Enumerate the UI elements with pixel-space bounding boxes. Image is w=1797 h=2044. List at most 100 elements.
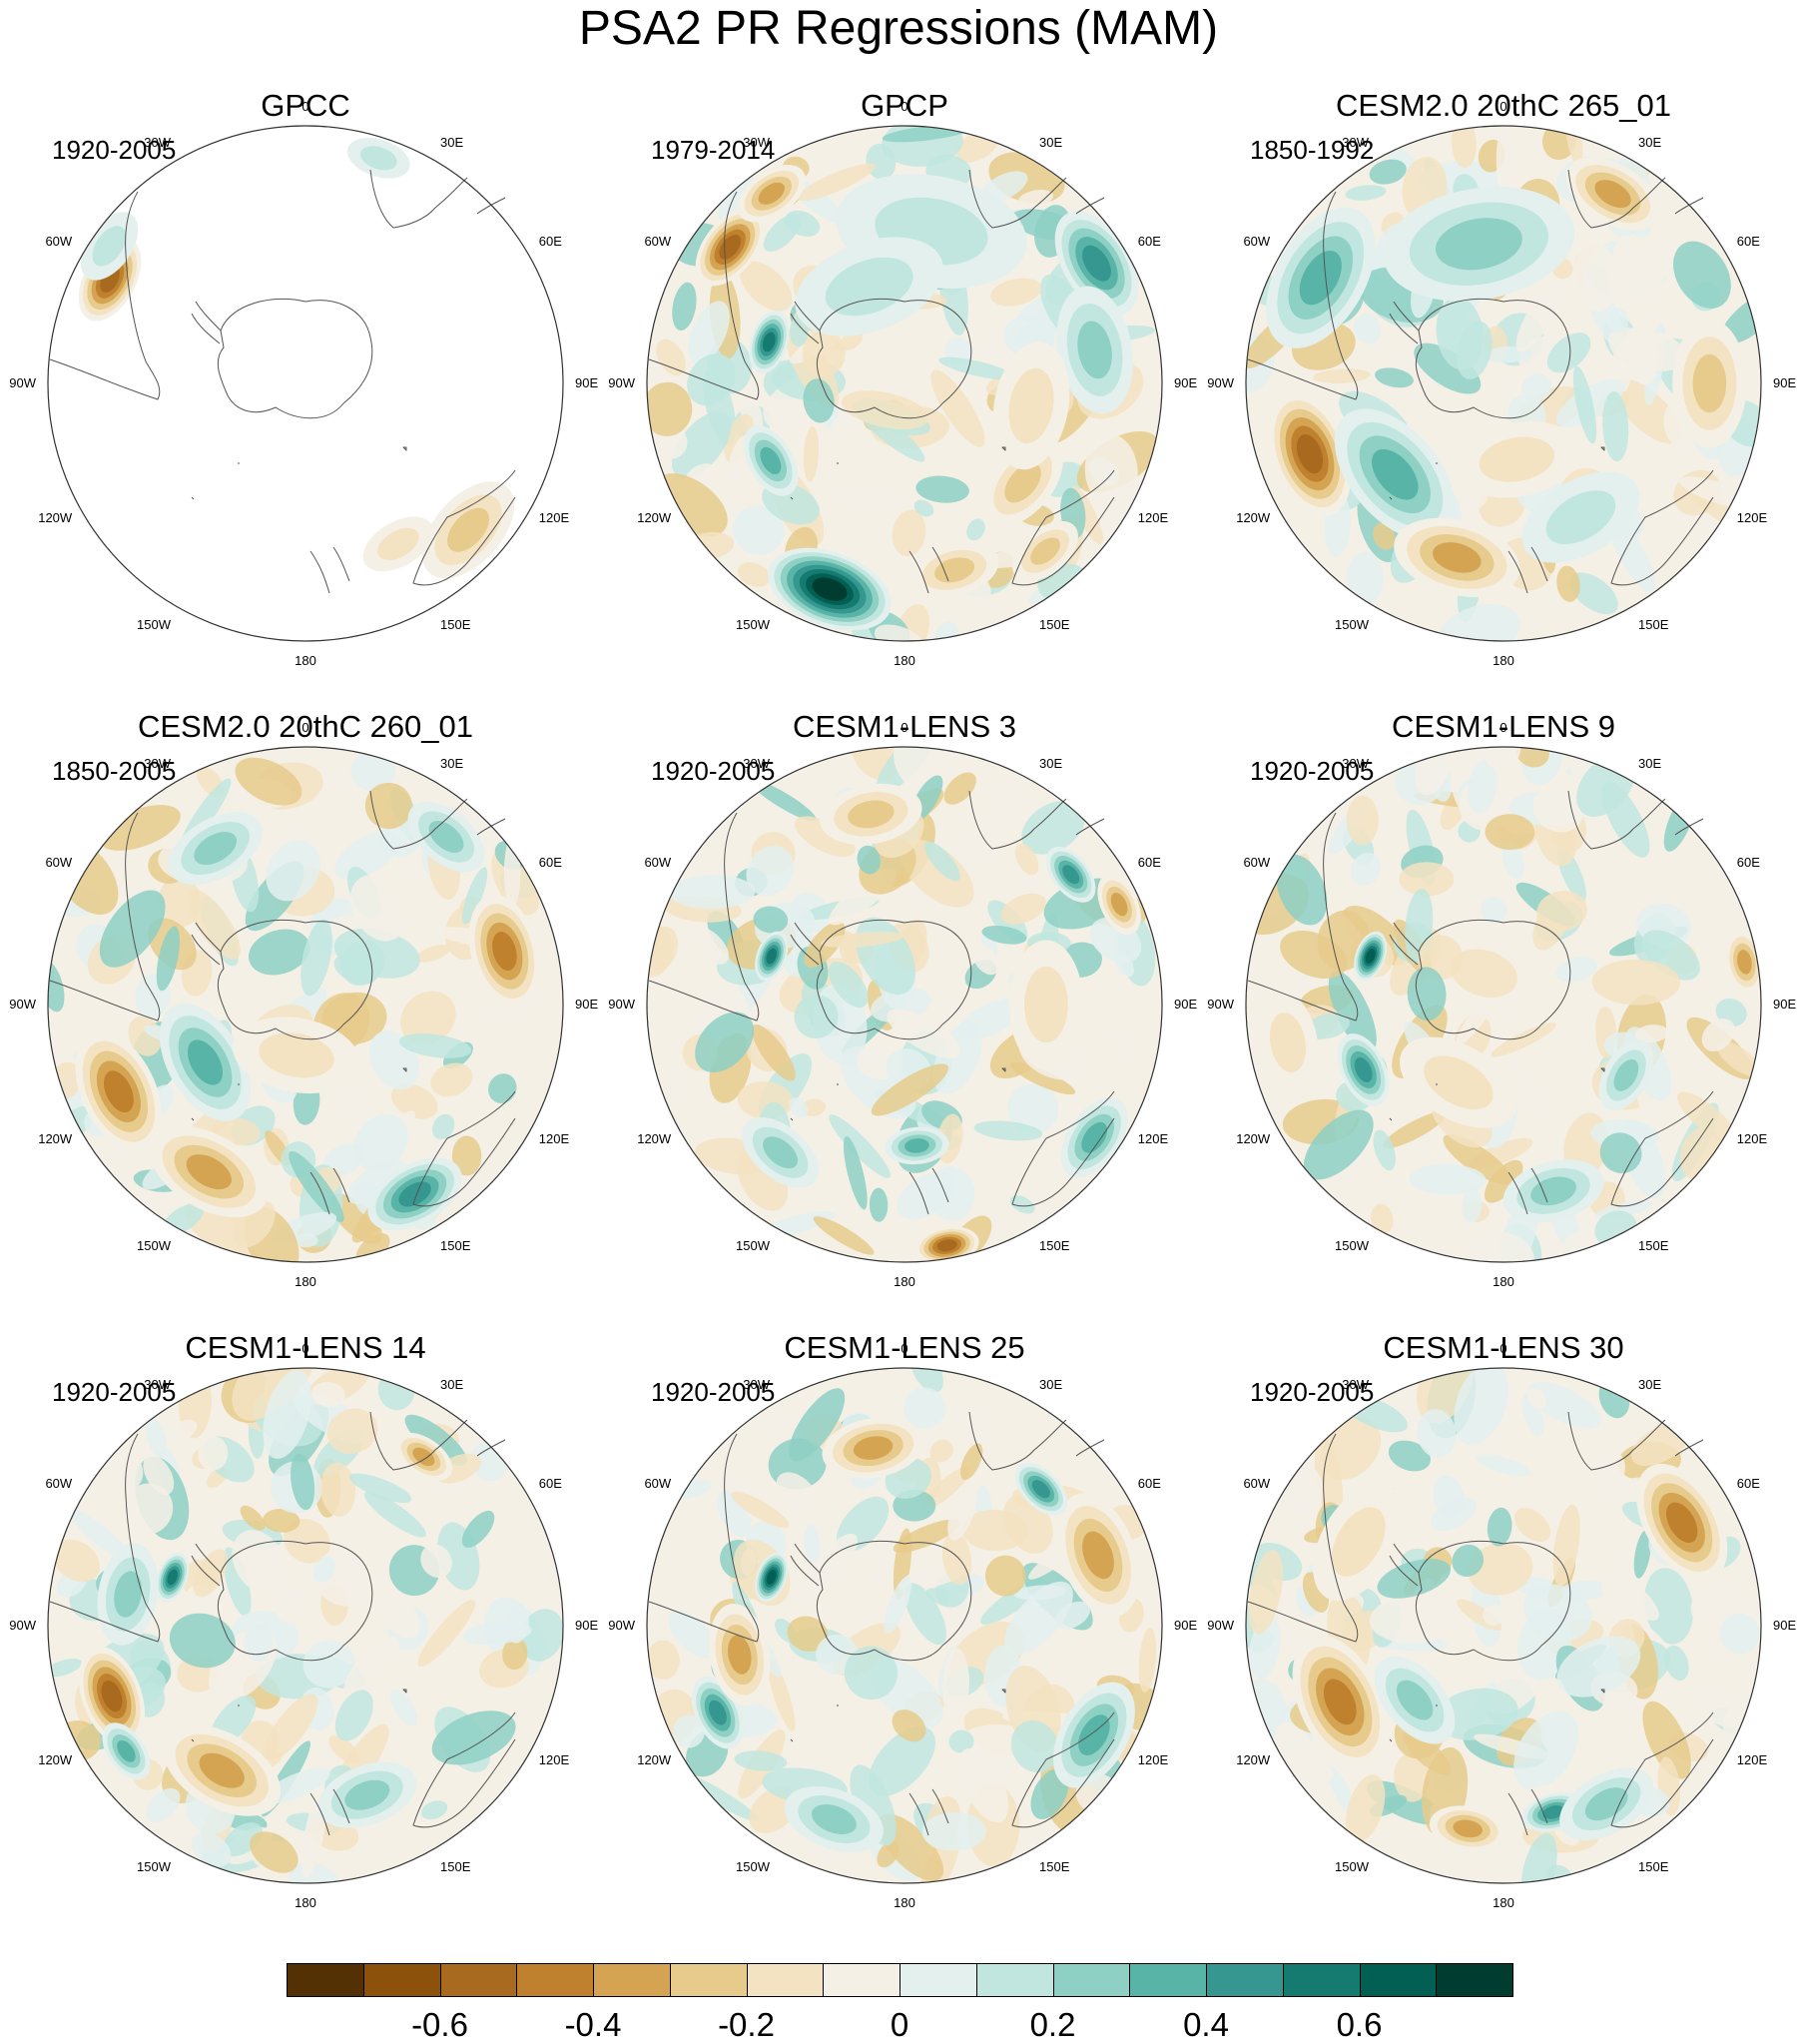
longitude-label: 30E [440,135,463,150]
field-patch [99,890,166,968]
longitude-label: 60E [1737,234,1760,249]
field-patch [1030,1768,1069,1820]
field-patch [169,1613,236,1669]
field-patch [981,925,1027,945]
longitude-label: 90W [9,997,36,1012]
field-patch [915,475,969,503]
field-patch [1690,1683,1753,1729]
map-panel: CESM1-LENS 3 0 30E 60E 90E 120E 150E 180 150W 120… [605,707,1204,1326]
anomaly-contour [1424,1055,1494,1110]
australia-coastline [1011,1711,1115,1828]
longitude-label: 150W [137,1859,172,1874]
map-boundary [47,1367,564,1884]
anomaly-contour [1435,218,1522,271]
longitude-label: 0 [1499,1341,1506,1356]
anomaly-contour [187,1039,224,1085]
anomaly-contour [1031,1480,1050,1499]
panel-years: 1920-2005 [52,1377,177,1407]
field-patch [1483,1604,1504,1626]
field-layer [48,1368,563,1883]
longitude-label: 60W [45,855,72,870]
field-patch [930,369,985,447]
sub-antarctic-island [191,1689,407,1742]
anomaly-contour [1453,1819,1483,1838]
longitude-label: 90E [575,997,598,1012]
anomaly-contour [101,1680,123,1712]
field-layer [647,126,1162,641]
antarctic-peninsula-coastline [1389,922,1420,966]
map-boundary [646,125,1163,642]
colorbar-tick-label: 0.4 [1183,2006,1229,2043]
field-patch [389,1689,418,1726]
field-patch [871,1063,949,1116]
polar-map: 0 30E 60E 90E 120E 150E 180 150W 120W 90W 60W 30W [1207,1341,1796,1910]
field-patch [1716,1040,1761,1077]
longitude-label: 120W [1236,510,1271,525]
australia-coastline [412,1090,516,1207]
longitude-label: 180 [1493,1274,1514,1289]
field-patch [506,1603,529,1644]
colorbar-swatch [746,1963,825,1997]
field-patch [1007,1083,1059,1133]
anomaly-contour [758,182,785,205]
longitude-label: 30W [144,135,171,150]
field-patch [929,1439,953,1463]
longitude-label: 0 [900,99,907,114]
field-patch [1591,959,1681,1006]
anomaly-contour [259,1032,334,1078]
field-patch [1468,1542,1533,1596]
field-patch [1509,1783,1573,1804]
field-patch [1345,185,1387,201]
anomaly-contour [1736,950,1752,975]
field-patch [789,1388,846,1462]
sub-antarctic-island [1389,1067,1605,1121]
antarctica-coastline [217,919,373,1040]
africa-coastline [1567,169,1666,229]
longitude-label: 120W [38,1752,73,1767]
longitude-label: 0 [900,1341,907,1356]
field-patch [1394,1752,1430,1802]
polar-map: 0 30E 60E 90E 120E 150E 180 150W 120W 90W 60W 30W [608,720,1197,1289]
anomaly-contour [1082,1531,1114,1580]
colorbar-swatch [1129,1963,1207,1997]
anomaly-contour [825,257,913,317]
field-patch [289,1862,341,1883]
field-patch [739,261,793,312]
field-patch [844,1646,898,1701]
field-patch [1602,391,1629,462]
south-america-coastline [1247,812,1359,1022]
field-patch [961,1509,1028,1552]
field-patch [921,1811,986,1851]
colorbar-swatch [1206,1963,1284,1997]
australia-coastline [1610,469,1714,586]
field-patch [1399,862,1455,897]
longitude-label: 60E [539,1476,562,1491]
field-patch [1438,603,1520,641]
field-patch [99,805,181,851]
field-patch [1608,327,1659,368]
field-patch [399,991,456,1045]
panel-title: CESM1-LENS 9 [1392,709,1615,744]
field-patch [106,1449,144,1491]
field-patch [731,1491,790,1529]
field-patch [1481,897,1507,924]
map-panel: GPCP 0 30E 60E 90E 120E 150E 180 150W 120W 90W 60W 3… [605,86,1204,705]
field-patch [1642,1701,1691,1779]
longitude-label: 90E [1773,375,1796,390]
field-patch [850,1764,897,1846]
panel-title: CESM2.0 20thC 265_01 [1335,88,1672,123]
panel-title: CESM1-LENS 3 [793,709,1016,744]
field-patch [767,1658,796,1731]
longitude-label: 180 [1493,653,1514,668]
field-patch [520,1609,563,1662]
field-patch [1569,572,1618,615]
field-patch [235,757,302,806]
field-patch [52,1539,101,1583]
field-patch [1701,1018,1735,1051]
anomaly-contour [492,932,517,972]
field-patch [320,1462,356,1517]
field-patch [169,1419,198,1442]
field-patch [146,1787,181,1822]
panel-years: 1979-2014 [651,135,776,165]
field-patch [312,1556,336,1583]
